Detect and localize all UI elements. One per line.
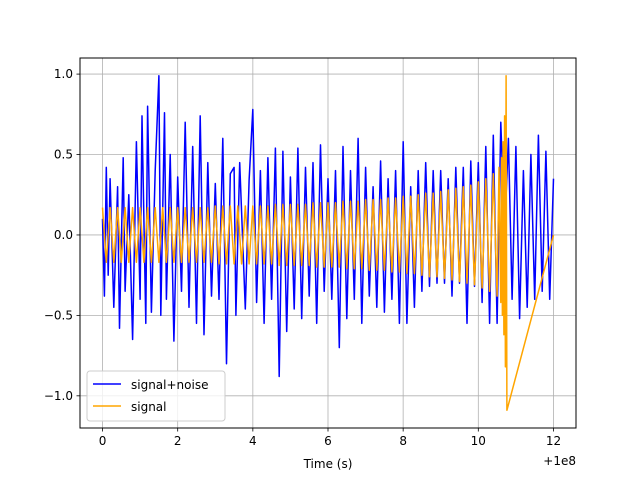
- x-tick-label: 12: [546, 434, 561, 448]
- x-tick-label: 10: [471, 434, 486, 448]
- x-axis-offset-label: +1e8: [543, 454, 576, 468]
- x-axis-label: Time (s): [303, 457, 353, 471]
- y-tick-label: 0.5: [54, 148, 73, 162]
- series-layer: [101, 74, 555, 412]
- x-tick-label: 4: [249, 434, 257, 448]
- legend-box: [86, 370, 226, 422]
- y-tick-label: 1.0: [54, 67, 73, 81]
- y-tick-label: 0.0: [54, 228, 73, 242]
- series-line-signal: [101, 74, 555, 412]
- legend-label-signal: signal: [131, 400, 167, 414]
- x-tick-label: 0: [99, 434, 107, 448]
- x-tick-label: 8: [399, 434, 407, 448]
- y-tick-label: −0.5: [44, 308, 73, 322]
- x-tick-label: 6: [324, 434, 332, 448]
- legend-label-signal-noise: signal+noise: [131, 378, 208, 392]
- x-tick-label: 2: [174, 434, 182, 448]
- ticks: 0 2 4 6 8 10 12 −1.0 −0.5 0.0 0.5 1.0: [44, 67, 561, 448]
- legend: signal+noise signal: [86, 370, 226, 422]
- y-tick-label: −1.0: [44, 389, 73, 403]
